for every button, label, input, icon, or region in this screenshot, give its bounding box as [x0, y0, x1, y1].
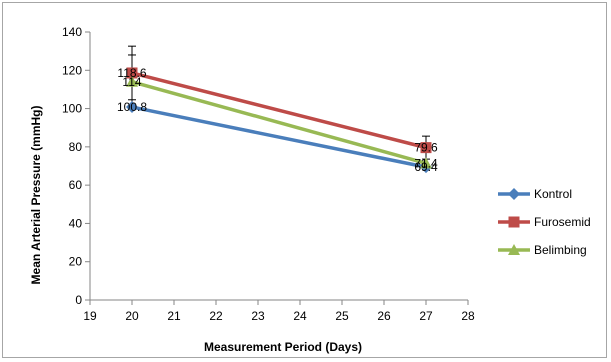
y-tick-label: 20 [69, 255, 83, 269]
series-line-belimbing [131, 80, 427, 166]
series-markers [126, 67, 432, 174]
x-tick-label: 22 [209, 309, 223, 323]
data-labels: 100.8 69.4 118.6 79.6 114 71.4 [117, 66, 438, 174]
y-tick-label: 60 [69, 178, 83, 192]
x-tick-label: 23 [251, 309, 265, 323]
x-tick-labels: 19 20 21 22 23 24 25 26 27 28 [83, 309, 475, 323]
chart-frame [2, 2, 607, 358]
legend-marker-belimbing [508, 244, 520, 255]
data-point-belimbing [420, 157, 432, 169]
x-tick-label: 19 [83, 309, 97, 323]
x-tick-label: 20 [125, 309, 139, 323]
legend: Kontrol Furosemid Belimbing [498, 187, 591, 257]
axes [85, 31, 469, 305]
y-tick-label: 0 [75, 293, 82, 307]
legend-marker-furosemid [508, 216, 520, 228]
data-label-kontrol: 100.8 [117, 100, 147, 114]
data-label-belimbing: 114 [122, 75, 141, 89]
legend-label-furosemid: Furosemid [534, 215, 591, 229]
data-point-furosemid [420, 142, 432, 154]
x-tick-label: 21 [167, 309, 181, 323]
data-label-belimbing: 71.4 [414, 156, 438, 170]
x-tick-label: 27 [419, 309, 433, 323]
y-tick-label: 80 [69, 140, 83, 154]
data-point-kontrol [126, 101, 138, 114]
x-tick-label: 28 [461, 309, 475, 323]
error-bars [128, 45, 430, 160]
legend-label-belimbing: Belimbing [534, 243, 587, 257]
y-tick-label: 100 [62, 102, 82, 116]
data-label-furosemid: 118.6 [117, 66, 146, 80]
x-axis-title: Measurement Period (Days) [204, 340, 362, 354]
y-tick-label: 140 [62, 25, 82, 39]
data-point-belimbing [126, 75, 138, 87]
data-label-furosemid: 79.6 [414, 141, 438, 155]
y-axis-title: Mean Arterial Pressure (mmHg) [29, 106, 43, 285]
data-point-furosemid [126, 67, 138, 79]
legend-marker-kontrol [508, 188, 520, 200]
y-tick-labels: 0 20 40 60 80 100 120 140 [62, 25, 82, 307]
x-tick-label: 24 [293, 309, 307, 323]
x-tick-label: 26 [377, 309, 391, 323]
legend-label-kontrol: Kontrol [534, 187, 572, 201]
series-line-furosemid [131, 71, 427, 150]
y-tick-label: 40 [69, 216, 83, 230]
data-label-kontrol: 69.4 [414, 160, 438, 174]
series-line-kontrol [131, 105, 427, 169]
series-lines [131, 71, 427, 169]
y-tick-label: 120 [62, 63, 82, 77]
x-tick-label: 25 [335, 309, 349, 323]
